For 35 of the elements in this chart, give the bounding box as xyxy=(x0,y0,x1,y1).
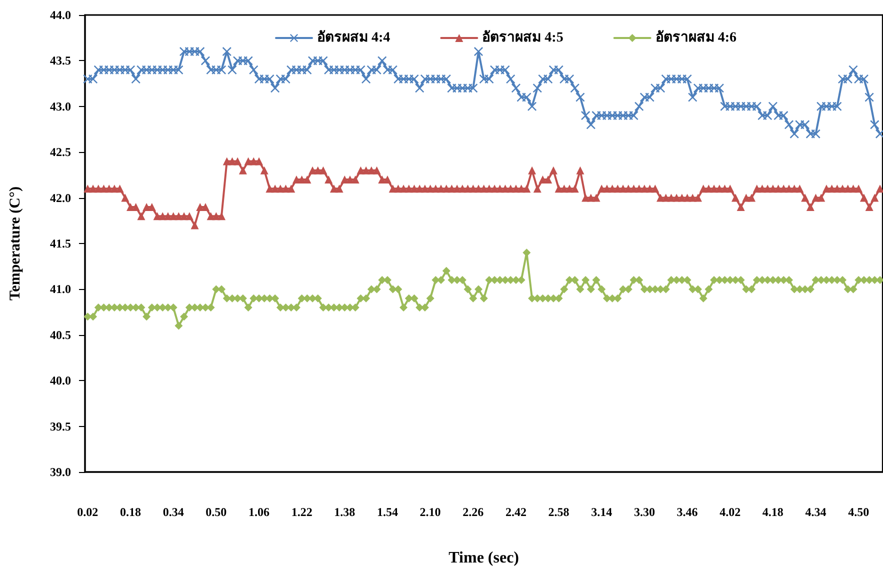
x-tick-label: 3.30 xyxy=(634,505,655,519)
x-tick-label: 1.38 xyxy=(334,505,356,519)
x-tick-label: 0.50 xyxy=(206,505,227,519)
y-tick-label: 43.0 xyxy=(50,99,71,114)
legend-label: อัตรผสม 4:4 xyxy=(317,30,390,46)
x-tick-label: 3.14 xyxy=(591,505,612,519)
x-tick-label: 0.34 xyxy=(162,505,184,519)
y-tick-label: 42.5 xyxy=(50,145,71,160)
x-tick-label: 0.18 xyxy=(120,505,142,519)
x-tick-label: 4.34 xyxy=(805,505,826,519)
y-tick-label: 40.5 xyxy=(50,328,71,342)
x-tick-label: 2.26 xyxy=(462,505,484,519)
x-tick-label: 4.50 xyxy=(848,505,870,519)
x-tick-label: 3.46 xyxy=(676,505,698,519)
y-tick-label: 39.0 xyxy=(50,465,71,479)
x-axis-title: Time (sec) xyxy=(448,550,520,566)
x-tick-label: 1.06 xyxy=(248,505,270,519)
x-tick-label: 4.02 xyxy=(720,505,741,519)
y-tick-label: 40.0 xyxy=(50,374,71,388)
x-tick-label: 0.02 xyxy=(77,505,98,519)
legend-label: อัตราผสม 4:6 xyxy=(655,30,736,46)
y-tick-label: 42.0 xyxy=(50,190,71,205)
y-axis-title: Temperature (C°) xyxy=(8,186,24,300)
y-tick-label: 41.0 xyxy=(50,282,71,296)
y-tick-label: 43.5 xyxy=(50,54,71,68)
x-tick-label: 2.10 xyxy=(420,505,441,519)
x-tick-label: 4.18 xyxy=(762,505,784,519)
y-tick-label: 41.5 xyxy=(50,236,71,250)
x-tick-label: 1.22 xyxy=(291,505,312,519)
y-tick-label: 39.5 xyxy=(50,419,71,434)
y-tick-label: 44.0 xyxy=(50,8,71,22)
x-tick-label: 2.42 xyxy=(505,505,526,519)
x-tick-label: 2.58 xyxy=(548,505,570,519)
x-tick-label: 1.54 xyxy=(376,505,398,519)
legend-label: อัตราผสม 4:5 xyxy=(482,30,564,46)
